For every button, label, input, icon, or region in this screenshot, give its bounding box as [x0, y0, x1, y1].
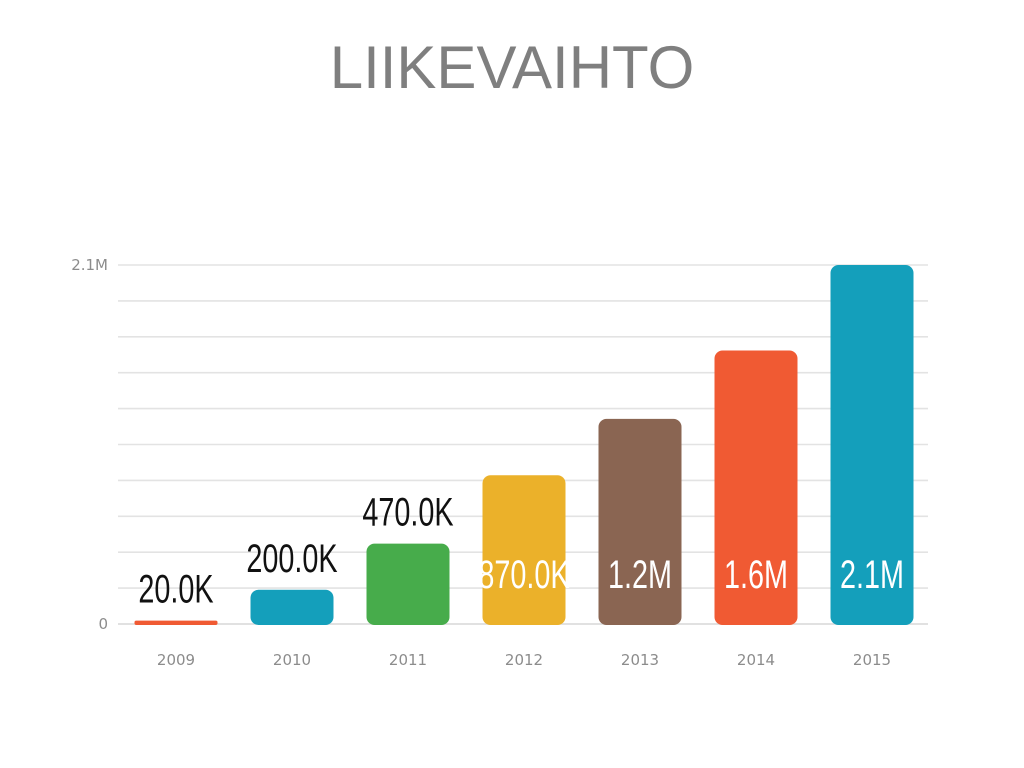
data-label-2015: 2.1M: [840, 552, 904, 597]
chart-title: LIIKEVAIHTO: [329, 34, 695, 101]
x-axis-ticks: 2009 2010 2011 2012 2013 2014 2015: [157, 651, 891, 669]
data-label-2010: 200.0K: [246, 536, 337, 581]
x-tick-label-2009: 2009: [157, 651, 195, 669]
data-labels: 20.0K 200.0K 470.0K 870.0K 1.2M 1.6M 2.1M: [138, 490, 904, 612]
bar-2013: [598, 418, 682, 625]
y-tick-label: 2.1M: [71, 256, 108, 274]
data-label-2014: 1.6M: [724, 552, 788, 597]
bars: [134, 265, 914, 625]
x-tick-label-2010: 2010: [273, 651, 311, 669]
bar-2012: [482, 475, 566, 625]
data-label-2009: 20.0K: [138, 567, 213, 612]
x-tick-label-2014: 2014: [737, 651, 775, 669]
data-label-2013: 1.2M: [608, 552, 672, 597]
bar-2010: [250, 589, 334, 625]
x-tick-label-2012: 2012: [505, 651, 543, 669]
bar-2014: [714, 350, 798, 625]
x-tick-label-2015: 2015: [853, 651, 891, 669]
bar-2009: [134, 620, 218, 625]
y-tick-label: 0: [98, 615, 108, 633]
y-axis-ticks: 0 2.1M: [71, 256, 108, 633]
bar-2011: [366, 543, 450, 625]
x-tick-label-2013: 2013: [621, 651, 659, 669]
data-label-2012: 870.0K: [478, 552, 569, 597]
bar-2015: [830, 265, 914, 625]
x-tick-label-2011: 2011: [389, 651, 427, 669]
data-label-2011: 470.0K: [362, 490, 453, 535]
